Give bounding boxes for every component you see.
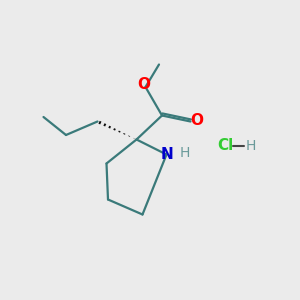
Text: H: H <box>245 139 256 152</box>
Text: H: H <box>179 146 190 160</box>
Text: N: N <box>160 147 173 162</box>
Text: O: O <box>190 113 204 128</box>
Text: Cl: Cl <box>217 138 233 153</box>
Text: O: O <box>137 77 151 92</box>
